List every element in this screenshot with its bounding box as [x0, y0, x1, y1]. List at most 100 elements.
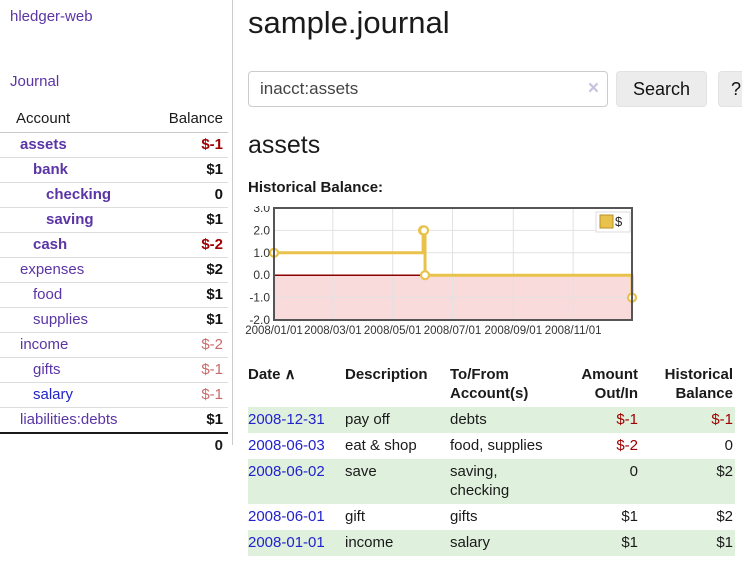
nav-journal-link[interactable]: Journal — [10, 73, 60, 90]
transaction-accounts: food, supplies — [450, 437, 543, 454]
account-link[interactable]: expenses — [20, 261, 85, 278]
transaction-date-link[interactable]: 2008-01-01 — [248, 534, 325, 551]
account-row: checking 0 — [0, 182, 228, 208]
transaction-amount: $-1 — [580, 407, 640, 433]
transaction-description: gift — [345, 508, 366, 525]
app-brand-link[interactable]: hledger-web — [10, 8, 93, 25]
account-row: liabilities:debts $1 — [0, 407, 228, 434]
transaction-row: 2008-01-01 income salary $1 $1 — [248, 530, 735, 556]
account-link[interactable]: income — [20, 336, 69, 353]
svg-text:2008/05/01: 2008/05/01 — [364, 325, 422, 337]
page-title: sample.journal — [248, 5, 450, 40]
account-link[interactable]: salary — [33, 386, 74, 403]
account-balance: $-1 — [139, 132, 228, 158]
column-header[interactable]: Historical Balance — [664, 366, 733, 402]
account-row: salary $-1 — [0, 382, 228, 408]
account-name-cell: supplies — [0, 307, 140, 333]
account-balance: $2 — [139, 257, 228, 283]
search-form: × Search ? — [248, 71, 742, 107]
svg-text:$: $ — [615, 214, 623, 229]
account-row: food $1 — [0, 282, 228, 308]
transaction-date-link[interactable]: 2008-06-02 — [248, 463, 325, 480]
transaction-description: pay off — [345, 407, 450, 433]
account-link[interactable]: food — [33, 286, 63, 303]
accounts-total-balance: 0 — [139, 432, 228, 458]
transaction-date-link[interactable]: 2008-06-03 — [248, 437, 325, 454]
account-balance: 0 — [139, 182, 228, 208]
account-name-cell: food — [0, 282, 140, 308]
svg-text:-2.0: -2.0 — [249, 313, 270, 327]
transaction-date-cell: 2008-01-01 — [248, 530, 345, 556]
account-name-cell: checking — [0, 182, 140, 208]
main-content: sample.journal × Search ? assets Histori… — [245, 0, 742, 556]
account-link[interactable]: assets — [20, 136, 67, 153]
account-balance: $1 — [139, 157, 228, 183]
account-row: income $-2 — [0, 332, 228, 358]
transaction-balance: 0 — [724, 437, 733, 454]
transaction-amount: $1 — [621, 508, 638, 525]
chart-title: Historical Balance: — [248, 179, 384, 196]
column-header[interactable]: Description — [345, 366, 428, 383]
transaction-date-cell: 2008-06-03 — [248, 433, 345, 459]
account-heading: assets — [248, 131, 321, 159]
transaction-balance: $2 — [716, 508, 733, 525]
transaction-balance: $-1 — [640, 407, 735, 433]
account-name-cell: bank — [0, 157, 140, 183]
transaction-date-cell: 2008-06-01 — [248, 504, 345, 530]
account-link[interactable]: gifts — [33, 361, 61, 378]
account-name-cell: salary — [0, 382, 140, 408]
transaction-amount: $1 — [580, 530, 640, 556]
transactions-header-row: Date ∧ Description To/From Account(s) Amoun… — [248, 362, 735, 407]
account-balance: $1 — [139, 307, 228, 333]
transaction-balance: $2 — [640, 459, 735, 504]
transaction-amount: $-2 — [616, 437, 638, 454]
account-balance: $1 — [139, 282, 228, 308]
clear-search-icon[interactable]: × — [587, 78, 599, 99]
sidebar: hledger-web Journal Account Balance asse… — [0, 0, 233, 458]
account-link[interactable]: supplies — [33, 311, 89, 328]
transaction-date-cell: 2008-12-31 — [248, 407, 345, 433]
column-header[interactable]: Amount Out/In — [581, 366, 638, 402]
search-input[interactable] — [248, 71, 608, 107]
svg-text:2008/09/01: 2008/09/01 — [485, 325, 543, 337]
transaction-description: save — [345, 459, 450, 504]
account-balance: $-2 — [139, 232, 228, 258]
help-button[interactable]: ? — [718, 71, 742, 107]
svg-text:2008/01/01: 2008/01/01 — [245, 325, 303, 337]
account-name-cell: income — [0, 332, 140, 358]
transaction-row: 2008-12-31 pay off debts $-1 $-1 — [248, 407, 735, 433]
account-link[interactable]: checking — [46, 186, 112, 203]
transaction-date-link[interactable]: 2008-06-01 — [248, 508, 325, 525]
account-row: bank $1 — [0, 157, 228, 183]
accounts-total-spacer — [0, 432, 140, 458]
transaction-row: 2008-06-01 gift gifts $1 $2 — [248, 504, 735, 530]
transaction-accounts: gifts — [450, 508, 478, 525]
transaction-date-link[interactable]: 2008-12-31 — [248, 411, 325, 428]
account-name-cell: gifts — [0, 357, 140, 383]
account-name-cell: assets — [0, 132, 140, 158]
transaction-balance: $1 — [640, 530, 735, 556]
search-box: × — [248, 71, 608, 107]
svg-text:2008/07/01: 2008/07/01 — [424, 325, 482, 337]
column-header[interactable]: To/From Account(s) — [450, 366, 529, 402]
account-link[interactable]: saving — [46, 211, 94, 228]
account-balance: $-2 — [139, 332, 228, 358]
column-header[interactable]: Date ∧ — [248, 366, 296, 383]
account-name-cell: saving — [0, 207, 140, 233]
account-link[interactable]: cash — [33, 236, 68, 253]
account-balance: $-1 — [139, 382, 228, 408]
sort-asc-icon: ∧ — [280, 366, 296, 383]
account-row: supplies $1 — [0, 307, 228, 333]
svg-text:2008/03/01: 2008/03/01 — [304, 325, 362, 337]
account-link[interactable]: bank — [33, 161, 69, 178]
transactions-table: Date ∧ Description To/From Account(s) Amoun… — [248, 362, 735, 556]
accounts-table: Account Balance assets $-1 bank $1 checking 0… — [0, 106, 228, 458]
account-link[interactable]: liabilities:debts — [20, 411, 118, 428]
account-row: gifts $-1 — [0, 357, 228, 383]
svg-text:-1.0: -1.0 — [249, 291, 270, 305]
transaction-amount: 0 — [580, 459, 640, 504]
transaction-date-cell: 2008-06-02 — [248, 459, 345, 504]
account-name-cell: liabilities:debts — [0, 407, 140, 434]
search-button[interactable]: Search — [616, 71, 708, 107]
